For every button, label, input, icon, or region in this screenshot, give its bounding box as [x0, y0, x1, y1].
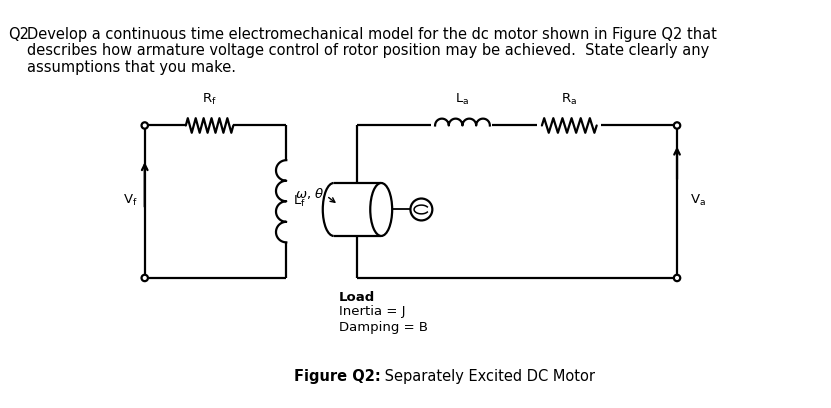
Text: Load: Load — [339, 291, 376, 304]
Circle shape — [141, 275, 148, 281]
Text: R$_\mathrm{a}$: R$_\mathrm{a}$ — [561, 92, 578, 107]
Text: describes how armature voltage control of rotor position may be achieved.  State: describes how armature voltage control o… — [27, 43, 709, 58]
Text: V$_\mathrm{f}$: V$_\mathrm{f}$ — [123, 193, 137, 208]
Text: Figure Q2:: Figure Q2: — [293, 369, 381, 384]
Text: Inertia = J: Inertia = J — [339, 305, 406, 318]
Text: Q2: Q2 — [7, 27, 29, 42]
Text: V$_\mathrm{a}$: V$_\mathrm{a}$ — [690, 193, 706, 208]
Text: Develop a continuous time electromechanical model for the dc motor shown in Figu: Develop a continuous time electromechani… — [27, 27, 717, 42]
Text: L$_\mathrm{f}$: L$_\mathrm{f}$ — [293, 194, 306, 209]
Circle shape — [674, 122, 681, 129]
Text: Damping = B: Damping = B — [339, 321, 428, 334]
Text: $\omega$, $\theta$: $\omega$, $\theta$ — [295, 186, 325, 201]
Circle shape — [141, 122, 148, 129]
Text: assumptions that you make.: assumptions that you make. — [27, 60, 236, 75]
Text: L$_\mathrm{a}$: L$_\mathrm{a}$ — [455, 92, 470, 107]
Ellipse shape — [371, 183, 392, 236]
Circle shape — [674, 275, 681, 281]
Text: R$_\mathrm{f}$: R$_\mathrm{f}$ — [202, 92, 217, 107]
Circle shape — [411, 199, 432, 220]
Text: Separately Excited DC Motor: Separately Excited DC Motor — [381, 369, 595, 384]
